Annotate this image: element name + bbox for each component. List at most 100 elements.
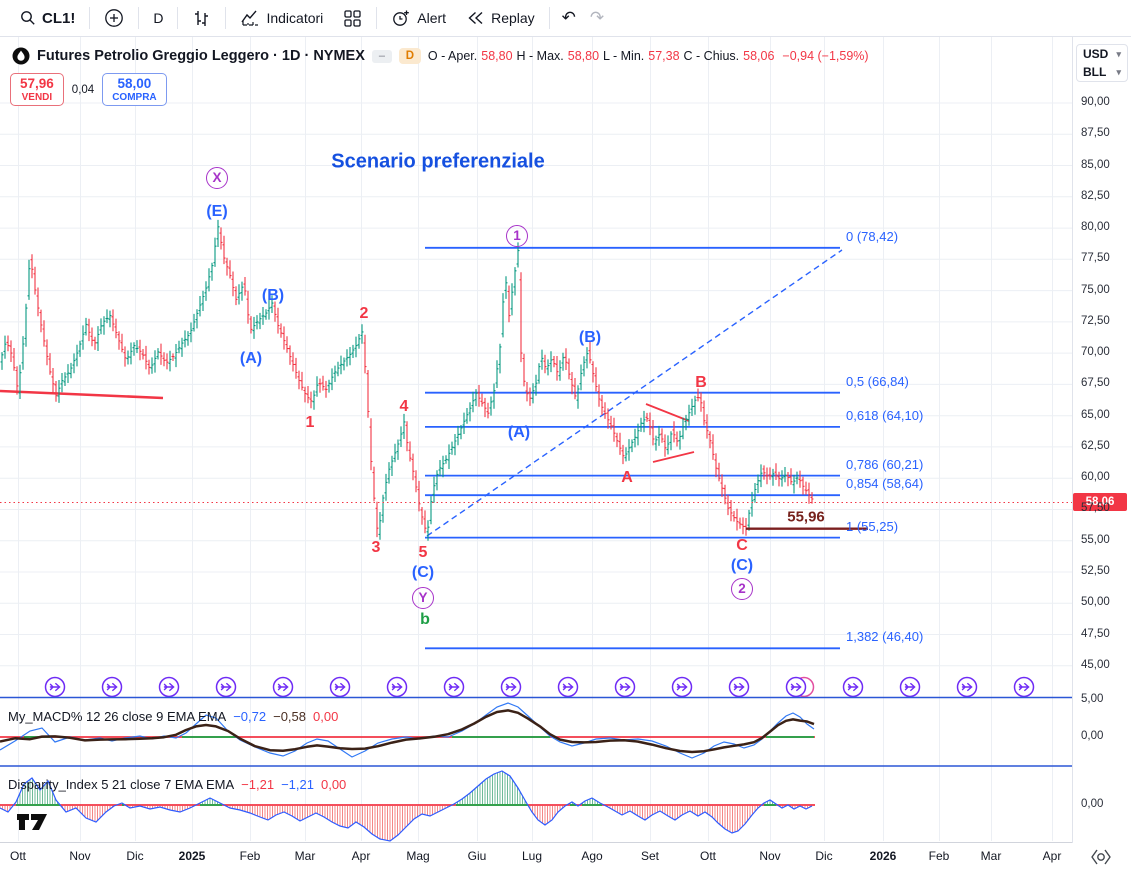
wave-label-2[interactable]: 2 [731,578,753,600]
fib-level-label[interactable]: 0,854 (58,64) [846,476,924,491]
indicator-value: −1,21 [281,777,314,792]
wave-label-e[interactable]: (E) [206,203,228,220]
disparity-title[interactable]: Disparity_Index 5 21 close 7 EMA EMA [8,777,235,792]
indicators-icon [241,10,259,26]
fib-level-label[interactable]: 0 (78,42) [846,229,899,244]
price-scale[interactable]: USD ▾ BLL ▾ 58,06 90,00 87,50 85,00 82,50 80,0… [1072,37,1131,843]
layout-button[interactable] [333,4,372,32]
contract-switch-marker[interactable] [842,676,864,698]
unit-label: BLL [1083,65,1107,79]
price-tick: 55,00 [1081,533,1110,546]
compare-add-button[interactable] [94,4,134,32]
time-axis[interactable]: Ott Nov Dic 2025 Feb Mar Apr Mag Giu Lug Ago Set Ott… [0,843,1131,870]
contract-switch-marker[interactable] [500,676,522,698]
open-value: 58,80 [481,49,513,63]
sell-label: VENDI [21,91,53,103]
month-label: Mar [294,849,316,863]
wave-label-a[interactable]: (A) [507,424,531,441]
symbol-title[interactable]: Futures Petrolio Greggio Leggero · 1D · … [37,48,365,64]
indicator-value: −0,72 [233,709,267,724]
wave-label-3[interactable]: 3 [371,539,381,556]
contract-switch-marker[interactable] [614,676,636,698]
contract-switch-marker[interactable] [899,676,921,698]
price-tick: 77,50 [1081,252,1110,265]
disparity-legend: Disparity_Index 5 21 close 7 EMA EMA −1,… [8,777,353,792]
scenario-title[interactable]: Scenario preferenziale [331,150,545,173]
contract-switch-marker[interactable] [101,676,123,698]
symbol-label: CL1! [42,9,76,27]
contract-switch-marker[interactable] [329,676,351,698]
redo-button[interactable]: ↷ [589,8,605,27]
fib-level-label[interactable]: 1 (55,25) [846,519,899,534]
high-label: H - Max. [516,49,564,63]
wave-label-1[interactable]: 1 [305,414,315,431]
wave-label-y[interactable]: Y [412,587,434,609]
buy-price: 58,00 [117,76,152,91]
fib-level-label[interactable]: 0,618 (64,10) [846,408,924,423]
contract-switch-marker[interactable] [785,676,815,698]
buy-button[interactable]: 58,00 COMPRA [102,73,167,107]
month-label: Apr [351,849,371,863]
wave-label-1[interactable]: 1 [506,225,528,247]
contract-switch-marker[interactable] [158,676,180,698]
macd-values: −0,72 −0,58 0,00 [233,709,345,724]
replay-button[interactable]: Replay [456,4,545,32]
last-price-chip: 58,06 [1073,493,1127,511]
wave-label-2[interactable]: 2 [359,305,369,322]
contract-switch-marker[interactable] [956,676,978,698]
contract-switch-marker[interactable] [272,676,294,698]
interval-label: D [153,10,164,26]
alert-button[interactable]: Alert [381,4,456,32]
wave-label-b[interactable]: (B) [261,287,285,304]
symbol-legend: Futures Petrolio Greggio Leggero · 1D · … [12,47,869,65]
contract-switch-marker[interactable] [44,676,66,698]
low-price-label[interactable]: 55,96 [787,508,825,526]
fib-level-label[interactable]: 0,786 (60,21) [846,457,924,472]
timezone-icon[interactable] [1088,847,1114,867]
wave-label-4[interactable]: 4 [399,398,409,415]
fib-level-label[interactable]: 1,382 (46,40) [846,629,924,644]
macd-title[interactable]: My_MACD% 12 26 close 9 EMA EMA [8,709,227,724]
fib-level-label[interactable]: 0,5 (66,84) [846,374,909,389]
disparity-values: −1,21 −1,21 0,00 [241,777,353,792]
unit-selector[interactable]: BLL ▾ [1077,63,1127,81]
wave-label-5[interactable]: 5 [418,544,428,561]
indicators-button[interactable]: Indicatori [230,4,333,32]
tradingview-logo[interactable] [16,810,50,834]
contract-switch-marker[interactable] [671,676,693,698]
symbol-search-button[interactable]: CL1! [10,4,85,32]
currency-unit-box: USD ▾ BLL ▾ [1076,44,1128,82]
contract-switch-marker[interactable] [1013,676,1035,698]
collapse-legend-icon[interactable]: – [371,49,392,63]
wave-label-c[interactable]: (C) [411,564,435,581]
macd-scale-tick: 0,00 [1081,730,1104,742]
month-label: Feb [239,849,261,863]
low-label: L - Min. [603,49,645,63]
interval-button[interactable]: D [143,4,173,32]
change-value: −0,94 (−1,59%) [782,49,869,63]
wave-label-a[interactable]: (A) [239,350,263,367]
wave-label-c[interactable]: C [736,537,748,554]
price-tick: 47,50 [1081,627,1110,640]
contract-switch-marker[interactable] [386,676,408,698]
chevron-down-icon: ▾ [1116,66,1121,77]
contract-switch-marker[interactable] [443,676,465,698]
wave-label-b[interactable]: b [420,611,430,628]
wave-label-b[interactable]: B [695,374,707,391]
bar-style-icon [195,10,209,26]
price-tick: 87,50 [1081,127,1110,140]
chart-style-button[interactable] [182,4,221,32]
sell-button[interactable]: 57,96 VENDI [10,73,64,107]
currency-label: USD [1083,47,1109,61]
wave-label-x[interactable]: X [206,167,228,189]
contract-switch-marker[interactable] [215,676,237,698]
wave-label-b[interactable]: (B) [578,329,602,346]
undo-button[interactable]: ↶ [561,8,576,27]
wave-label-a[interactable]: A [621,469,633,486]
wave-label-c[interactable]: (C) [730,557,754,574]
contract-switch-marker[interactable] [728,676,750,698]
contract-switch-marker[interactable] [557,676,579,698]
currency-selector[interactable]: USD ▾ [1077,45,1127,63]
oil-symbol-icon [12,47,30,65]
